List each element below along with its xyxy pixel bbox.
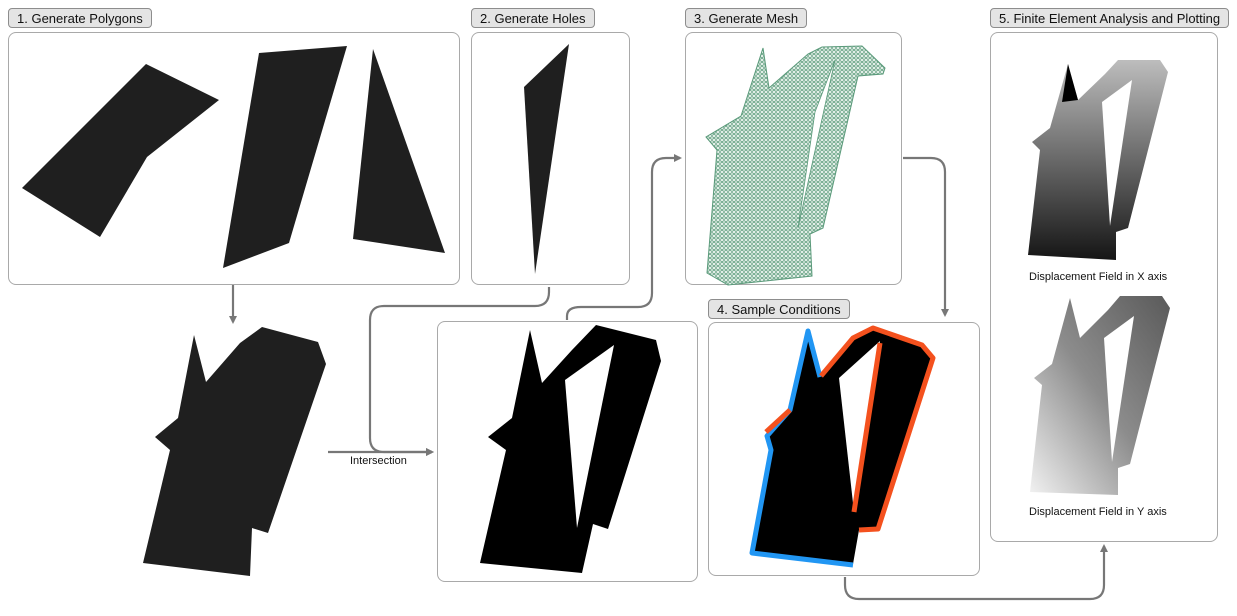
conditions-hole	[839, 341, 880, 512]
arrow-mesh-to-conditions	[903, 156, 949, 317]
intersection-hole	[565, 345, 614, 528]
polygon-shape-2	[223, 46, 347, 268]
boundary-red-segment	[851, 342, 883, 513]
boundary-red-segment	[764, 408, 792, 434]
intersection-shape	[480, 325, 661, 573]
mesh-shape	[705, 45, 886, 286]
arrow-hole-to-intersection	[368, 287, 551, 456]
fea-x-shape	[1028, 60, 1168, 260]
boundary-blue-segment	[749, 328, 854, 568]
caption-displacement-y: Displacement Field in Y axis	[1029, 506, 1167, 518]
fea-x-peak	[1062, 64, 1078, 102]
fea-x-hole	[1102, 80, 1132, 226]
boundary-red-segment	[819, 325, 936, 533]
step-label-sample-conditions: 4. Sample Conditions	[708, 299, 850, 319]
arrow-intersection-to-mesh	[565, 154, 682, 320]
step-label-generate-polygons: 1. Generate Polygons	[8, 8, 152, 28]
polygon-shape-1	[22, 64, 219, 237]
hole-shape	[524, 44, 569, 274]
arrow-conditions-to-fea	[843, 544, 1108, 601]
caption-displacement-x: Displacement Field in X axis	[1029, 271, 1168, 283]
step-label-fea-plotting: 5. Finite Element Analysis and Plotting	[990, 8, 1230, 28]
fea-y-shape	[1030, 296, 1170, 495]
mesh-hole	[797, 59, 836, 229]
intersection-label: Intersection	[350, 455, 407, 467]
polygon-shape-3	[353, 49, 445, 253]
fea-y-hole	[1104, 316, 1134, 462]
step-label-generate-mesh: 3. Generate Mesh	[685, 8, 808, 28]
union-shape	[143, 327, 326, 576]
step-label-generate-holes: 2. Generate Holes	[471, 8, 595, 28]
